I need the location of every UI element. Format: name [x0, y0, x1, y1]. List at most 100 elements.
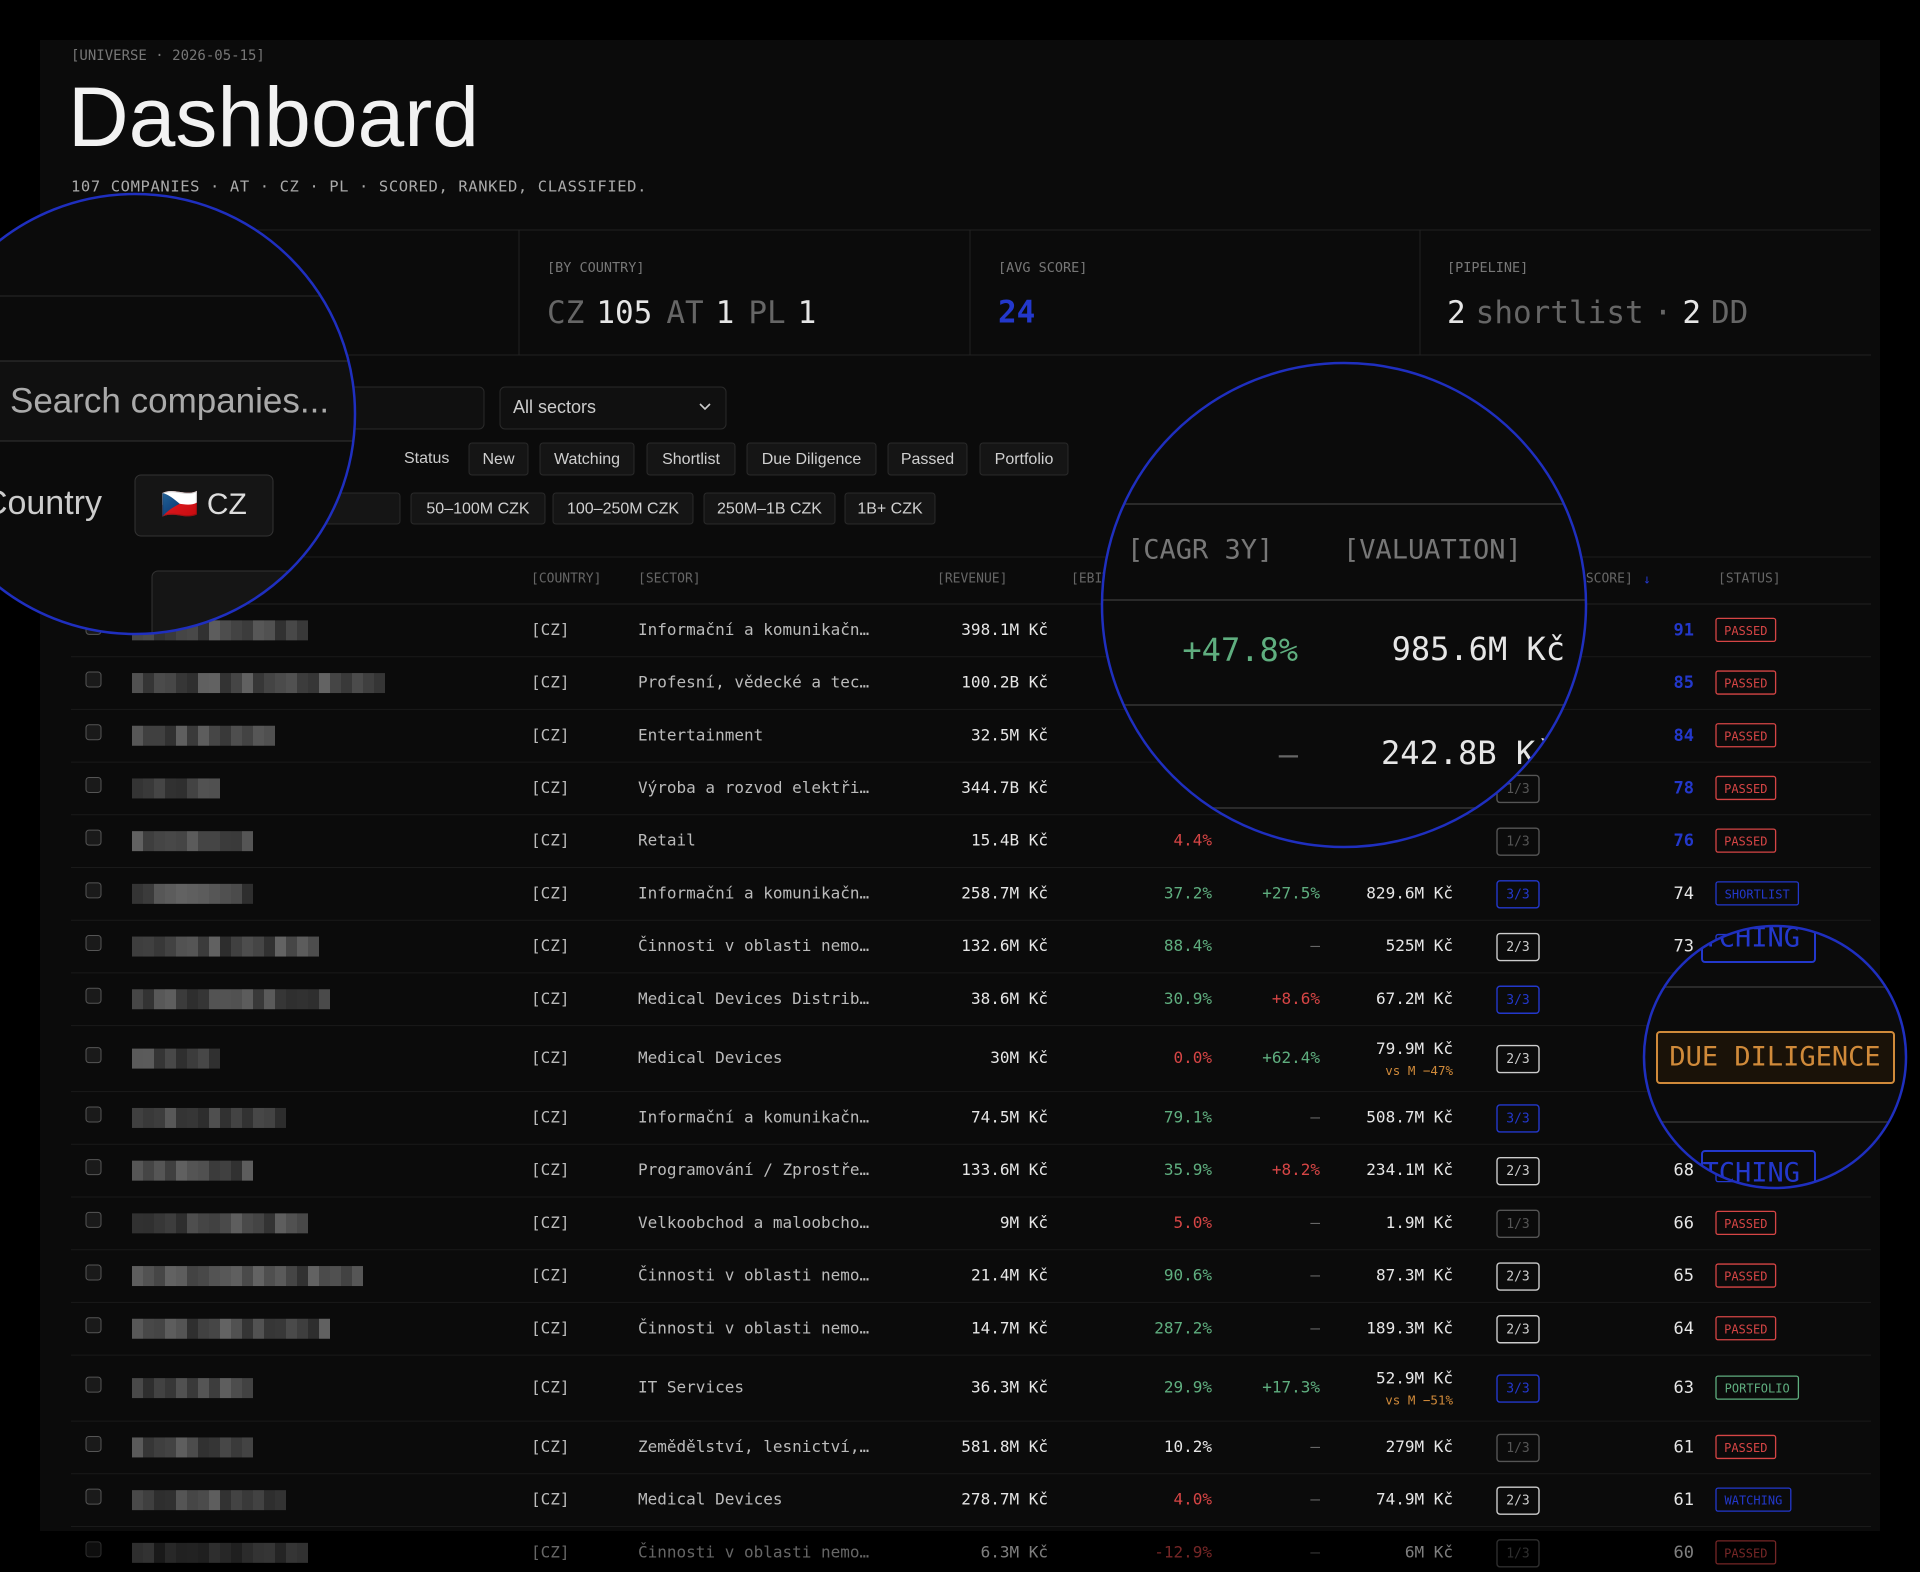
blurred-name — [176, 989, 187, 1010]
column-header: [COUNTRY] — [531, 572, 601, 587]
row-checkbox[interactable] — [85, 1047, 102, 1064]
cell-cagr: +8.2% — [1272, 1160, 1321, 1179]
filter-chip-label[interactable]: Passed — [901, 451, 954, 468]
blurred-name — [154, 883, 165, 904]
eyebrow: [UNIVERSE · 2026-05-15] — [71, 48, 265, 64]
column-header: [SECTOR] — [638, 572, 701, 587]
status: PASSED — [1724, 1441, 1767, 1455]
blurred-name — [275, 989, 286, 1010]
blurred-name — [242, 883, 253, 904]
blurred-name — [187, 936, 198, 957]
filter-chip-label[interactable]: Shortlist — [662, 451, 720, 468]
filter-chip-label[interactable]: 1B+ CZK — [857, 501, 923, 518]
row-checkbox[interactable] — [85, 1106, 102, 1123]
filter-chip-label[interactable]: New — [482, 451, 514, 468]
blurred-name — [220, 1490, 231, 1511]
row-checkbox[interactable] — [85, 776, 102, 793]
cell-country: [CZ] — [531, 1160, 570, 1179]
completeness-badge — [1496, 985, 1540, 1014]
filter-chip-label[interactable]: Due Diligence — [762, 451, 862, 468]
completeness-badge — [1496, 1209, 1540, 1239]
blurred-name — [165, 1490, 176, 1511]
blurred-name — [132, 1266, 143, 1287]
blurred-name — [209, 936, 220, 957]
row-checkbox[interactable] — [85, 829, 102, 846]
status-badge — [1715, 617, 1777, 642]
cell-cagr: — — [1310, 1490, 1320, 1509]
row-checkbox[interactable] — [85, 1264, 102, 1281]
cell-country: [CZ] — [531, 1318, 570, 1337]
filter-chip-label[interactable]: 50–100M CZK — [426, 501, 529, 518]
row-checkbox[interactable] — [85, 1159, 102, 1176]
cell-margin: 287.2% — [1154, 1318, 1212, 1337]
blurred-name — [198, 725, 209, 746]
blurred-name — [187, 673, 198, 694]
cell-country: [CZ] — [531, 673, 570, 692]
blurred-name — [154, 673, 165, 694]
blurred-name — [286, 1318, 297, 1339]
completeness-badge — [1496, 1044, 1540, 1074]
cell-country: [CZ] — [531, 725, 570, 744]
blurred-name — [198, 936, 209, 957]
cell-sector: Činnosti v oblasti nemo… — [638, 936, 869, 955]
row-checkbox[interactable] — [85, 1317, 102, 1334]
blurred-name — [143, 1318, 154, 1339]
cell-sector: Informační a komunikačn… — [638, 883, 869, 902]
blurred-name — [165, 1318, 176, 1339]
separator: · — [1654, 295, 1673, 331]
filter-chip-label[interactable]: 250M–1B CZK — [717, 501, 822, 518]
cell-revenue: 132.6M Kč — [961, 936, 1048, 955]
completeness: 3/3 — [1506, 887, 1529, 902]
row-checkbox[interactable] — [85, 987, 102, 1004]
blurred-name — [264, 673, 275, 694]
completeness: 2/3 — [1506, 1270, 1529, 1285]
status: PORTFOLIO — [1725, 1382, 1790, 1396]
cell-sector: Medical Devices — [638, 1490, 783, 1509]
row-checkbox[interactable] — [85, 1541, 102, 1558]
status: WATCHING — [1725, 1494, 1783, 1508]
row-checkbox[interactable] — [85, 882, 102, 899]
blurred-name — [220, 1378, 231, 1399]
cell-country: [CZ] — [531, 1490, 570, 1509]
filter-chip-label[interactable]: 100–250M CZK — [567, 501, 679, 518]
cell-revenue: 36.3M Kč — [971, 1378, 1048, 1397]
blurred-name — [264, 1213, 275, 1234]
table-row: [CZ] Činnosti v oblasti nemo… 21.4M Kč 90.6… — [85, 1262, 1777, 1291]
blurred-name — [209, 831, 220, 852]
row-checkbox[interactable] — [85, 671, 102, 688]
blurred-name — [187, 1378, 198, 1399]
table-row: [CZ] Činnosti v oblasti nemo… 6.3M Kč -12.9… — [85, 1539, 1777, 1568]
cell-revenue: 15.4B Kč — [971, 831, 1048, 850]
cell-sector: Profesní, vědecké a tec… — [638, 673, 869, 692]
row-checkbox[interactable] — [85, 1211, 102, 1228]
row-checkbox[interactable] — [85, 935, 102, 952]
status: PASSED — [1724, 1546, 1767, 1560]
status-badge — [1715, 881, 1800, 906]
cell-sector: Entertainment — [638, 725, 763, 744]
row-checkbox[interactable] — [85, 724, 102, 741]
blurred-name — [231, 936, 242, 957]
cell-cagr: — — [1310, 1107, 1320, 1126]
blurred-name — [264, 1107, 275, 1128]
filter-chip-label[interactable]: Portfolio — [995, 451, 1054, 468]
blurred-name — [231, 1160, 242, 1181]
sector-select-label: All sectors — [513, 397, 596, 417]
blurred-name — [187, 1490, 198, 1511]
row-checkbox[interactable] — [85, 1376, 102, 1393]
country-code: PL — [748, 295, 785, 331]
table-row: [CZ] Činnosti v oblasti nemo… 132.6M Kč 88.… — [85, 932, 1792, 962]
cell-valuation: 279M Kč — [1386, 1437, 1453, 1456]
row-checkbox[interactable] — [85, 1435, 102, 1452]
completeness-badge — [1496, 1539, 1540, 1568]
blurred-name — [264, 1542, 275, 1563]
cell-sector: Činnosti v oblasti nemo… — [638, 1542, 869, 1561]
blurred-name — [297, 989, 308, 1010]
blurred-name — [319, 1318, 330, 1339]
cell-valuation: 525M Kč — [1386, 936, 1453, 955]
filter-chip-label[interactable]: Watching — [554, 451, 620, 468]
blurred-name — [253, 1490, 264, 1511]
blurred-name — [286, 620, 297, 641]
row-checkbox[interactable] — [85, 1488, 102, 1505]
cell-country: [CZ] — [531, 989, 570, 1008]
blurred-name — [308, 936, 319, 957]
